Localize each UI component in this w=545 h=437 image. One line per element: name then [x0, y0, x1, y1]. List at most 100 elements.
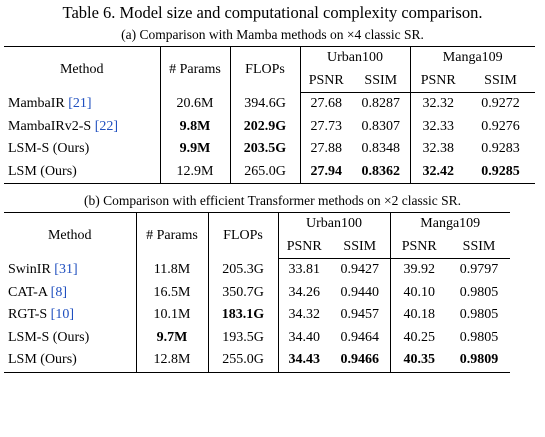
value: 0.8287 — [361, 96, 401, 112]
value-cell: 34.40 — [278, 327, 330, 350]
value: 203.5G — [243, 141, 287, 157]
value: 0.8307 — [361, 118, 401, 134]
header-cell: Method — [4, 212, 137, 259]
value: 12.9M — [176, 163, 214, 179]
value: 255.0G — [222, 352, 264, 368]
value: 0.9272 — [481, 96, 520, 112]
value-cell: 34.32 — [278, 304, 330, 327]
value-cell: 11.8M — [136, 258, 209, 282]
value: 27.94 — [310, 163, 343, 179]
citation: [10] — [50, 307, 74, 323]
value: 27.68 — [310, 96, 343, 112]
header-cell: FLOPs — [230, 46, 301, 93]
value: 0.9809 — [459, 352, 499, 368]
value-cell: 34.26 — [278, 282, 330, 305]
value-cell: 202.9G — [230, 115, 301, 138]
metric-header: PSNR — [278, 235, 330, 259]
metric-header: SSIM — [448, 235, 510, 259]
value: 12.8M — [153, 352, 191, 368]
value: 0.9283 — [481, 141, 520, 157]
data-row: CAT-A [8] 16.5M 350.7G 34.26 0.9440 40.10 0.98… — [4, 281, 510, 305]
value-cell: 394.6G — [230, 92, 301, 116]
value: 40.10 — [403, 284, 436, 300]
data-row: MambaIRv2-S [22] 9.8M 202.9G 27.73 0.8307 32.… — [4, 115, 535, 138]
value: 0.9805 — [459, 329, 499, 345]
value: 9.8M — [179, 118, 211, 134]
method-cell: LSM (Ours) — [4, 160, 161, 184]
header-cell: # Params — [160, 46, 231, 93]
value-cell: 32.42 — [410, 160, 466, 184]
value-cell: 20.6M — [160, 92, 231, 116]
method-name: LSM-S (Ours) — [8, 141, 90, 157]
value-cell: 265.0G — [230, 160, 301, 184]
method-cell: SwinIR [31] — [4, 258, 137, 282]
method-name: CAT-A — [8, 284, 48, 300]
value: 205.3G — [222, 262, 264, 277]
value: 202.9G — [243, 118, 287, 134]
value-cell: 0.8307 — [352, 115, 411, 138]
value-cell: 32.38 — [410, 138, 466, 161]
value-cell: 0.8348 — [352, 138, 411, 161]
value-cell: 40.18 — [390, 304, 448, 327]
value: 33.81 — [288, 262, 321, 278]
value-cell: 203.5G — [230, 138, 301, 161]
value-cell: 0.9457 — [330, 304, 391, 327]
method-name: MambaIR — [8, 96, 65, 111]
method-name: LSM-S (Ours) — [8, 329, 90, 345]
table-caption: (b) Comparison with efficient Transforme… — [83, 193, 462, 208]
value: 9.7M — [156, 329, 188, 345]
value: 34.43 — [288, 352, 321, 368]
value: 10.1M — [153, 307, 191, 323]
data-row: LSM (Ours) 12.9M 265.0G 27.94 0.8362 32.42 0.9… — [4, 160, 535, 184]
metric-header: SSIM — [352, 69, 411, 93]
value: 0.9797 — [459, 262, 499, 278]
value-cell: 0.9805 — [448, 327, 510, 350]
data-row: SwinIR [31] 11.8M 205.3G 33.81 0.9427 39.92 0.… — [4, 258, 510, 282]
value: 0.9464 — [340, 329, 380, 345]
value-cell: 0.9809 — [448, 349, 510, 373]
value-cell: 27.68 — [300, 93, 352, 116]
value-cell: 16.5M — [136, 281, 209, 304]
metric-header: PSNR — [300, 69, 352, 93]
method-cell: LSM-S (Ours) — [4, 326, 137, 349]
value-cell: 0.8362 — [352, 160, 411, 184]
value: 9.9M — [179, 141, 211, 157]
value: 0.9805 — [459, 307, 499, 323]
table-caption: (a) Comparison with Mamba methods on ×4 … — [121, 27, 424, 42]
citation: [8] — [50, 284, 67, 300]
value-cell: 27.94 — [300, 160, 352, 184]
data-row: LSM (Ours) 12.8M 255.0G 34.43 0.9466 40.35 0.9… — [4, 349, 510, 373]
method-cell: MambaIR [21] — [4, 92, 161, 116]
value: 0.9466 — [340, 352, 380, 368]
value-cell: 34.43 — [278, 349, 330, 373]
value: 27.88 — [310, 141, 343, 157]
header-row: PSNR SSIM PSNR SSIM — [4, 69, 535, 93]
value-cell: 9.9M — [160, 138, 231, 161]
value-cell: 40.35 — [390, 349, 448, 373]
metric-header: SSIM — [330, 235, 391, 259]
value: 40.25 — [403, 329, 436, 345]
method-name: MambaIRv2-S — [8, 118, 92, 134]
header-cell: Method — [4, 46, 161, 93]
value: 40.18 — [403, 307, 436, 323]
header-row: PSNR SSIM PSNR SSIM — [4, 235, 510, 259]
value: 0.8348 — [361, 141, 401, 157]
value: 20.6M — [176, 96, 214, 111]
value: 34.32 — [288, 307, 321, 323]
table: Method # Params FLOPs Urban100 Manga109 PSNR S… — [4, 46, 535, 184]
value: 16.5M — [153, 284, 191, 300]
value-cell: 39.92 — [390, 259, 448, 282]
metric-header: PSNR — [390, 235, 448, 259]
value: 0.9276 — [481, 118, 520, 134]
value-cell: 27.88 — [300, 138, 352, 161]
citation: [21] — [68, 96, 92, 111]
table: Method # Params FLOPs Urban100 Manga109 PSNR S… — [4, 212, 510, 373]
value-cell: 0.9466 — [330, 349, 391, 373]
value-cell: 9.7M — [136, 326, 209, 349]
value-cell: 205.3G — [208, 258, 279, 282]
value-cell: 0.9283 — [466, 138, 535, 161]
header-cell: FLOPs — [208, 212, 279, 259]
value-cell: 40.10 — [390, 282, 448, 305]
value-cell: 33.81 — [278, 259, 330, 282]
method-cell: LSM-S (Ours) — [4, 138, 161, 161]
